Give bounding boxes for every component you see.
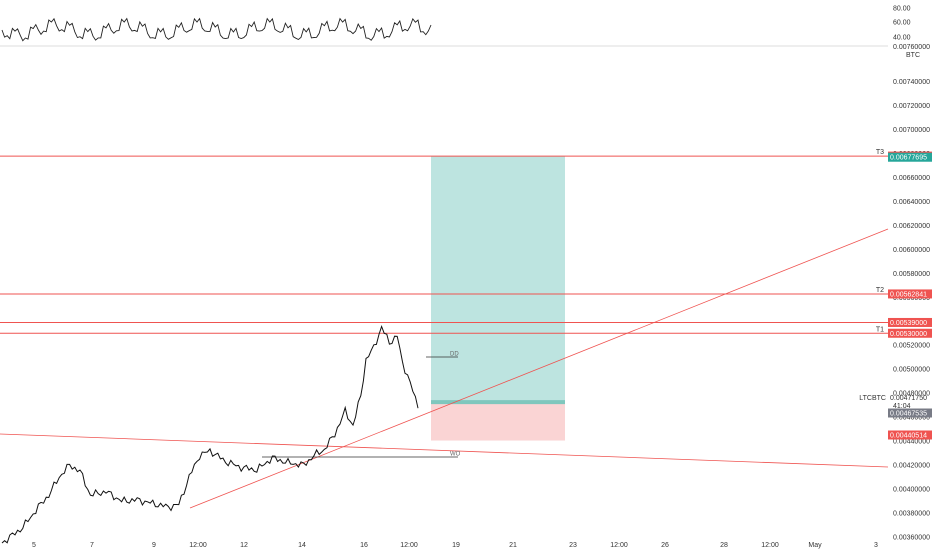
- price-series: [1, 325, 419, 544]
- level-label: T2: [876, 287, 884, 294]
- price-tick: 0.00480000: [893, 391, 930, 398]
- price-tick: 0.00520000: [893, 343, 930, 350]
- time-tick: 21: [509, 542, 517, 549]
- level-tag-bg: [888, 317, 932, 327]
- target-zone: [431, 156, 565, 404]
- price-tick: 0.00700000: [893, 127, 930, 134]
- time-tick: 14: [298, 542, 306, 549]
- time-tick: 9: [152, 542, 156, 549]
- level-tag: 0.00530000: [890, 331, 927, 338]
- time-tick: 12: [240, 542, 248, 549]
- indicator-line: [1, 17, 432, 42]
- price-tick: 0.00580000: [893, 271, 930, 278]
- level-tag: 0.00539000: [890, 320, 927, 327]
- time-tick: 12:00: [189, 542, 207, 549]
- time-tick: 12:00: [610, 542, 628, 549]
- level-label: T1: [876, 326, 884, 333]
- price-tick: 0.00460000: [893, 415, 930, 422]
- current-price-tag: 0.00467535: [890, 411, 927, 418]
- level-lines: T30.00677804T20.005628410.00539000T10.00…: [0, 149, 932, 338]
- level-tag-bg: [888, 328, 932, 338]
- indicator-tick: 60.00: [893, 20, 911, 27]
- time-tick: 12:00: [400, 542, 418, 549]
- stop-tag: 0.00440514: [890, 433, 927, 440]
- time-tick: 12:00: [761, 542, 779, 549]
- time-tick: 16: [360, 542, 368, 549]
- price-tick: 0.00440000: [893, 439, 930, 446]
- indicator-tick: 40.00: [893, 35, 911, 42]
- time-tick: 7: [90, 542, 94, 549]
- target-tag: 0.00677695: [890, 155, 927, 162]
- descending-trendline: [0, 433, 889, 468]
- symbol-label: LTCBTC: [859, 395, 886, 402]
- level-label: T3: [876, 149, 884, 156]
- dd-annotation: DD: [450, 352, 459, 358]
- time-tick: 3: [874, 542, 878, 549]
- entry-band: [431, 400, 565, 405]
- currency-label: BTC: [906, 52, 920, 59]
- price-tick: 0.00360000: [893, 535, 930, 542]
- price-tick: 0.00640000: [893, 199, 930, 206]
- entry-tag: 0.00471750: [890, 395, 927, 402]
- price-tick: 0.00420000: [893, 463, 930, 470]
- time-tick: 5: [32, 542, 36, 549]
- indicator-tick: 80.00: [893, 6, 911, 13]
- current-tag-bg: [888, 408, 932, 418]
- time-tick: 19: [452, 542, 460, 549]
- time-tick: May: [808, 542, 822, 549]
- countdown-label: 41:04: [893, 403, 911, 410]
- level-tag-bg: [888, 289, 932, 299]
- price-tick: 0.00720000: [893, 103, 930, 110]
- price-tick: 0.00400000: [893, 487, 930, 494]
- price-tick: 0.00500000: [893, 367, 930, 374]
- price-tick-partial: 0.00760000: [893, 44, 930, 51]
- stop-tag-bg: [888, 430, 932, 440]
- price-tick: 0.00600000: [893, 247, 930, 254]
- price-tick: 0.00660000: [893, 175, 930, 182]
- ascending-trendline: [189, 228, 889, 509]
- price-tick: 0.00740000: [893, 79, 930, 86]
- time-tick: 26: [661, 542, 669, 549]
- price-tick: 0.00380000: [893, 511, 930, 518]
- time-axis: 5 7 9 12:00 12 14 16 12:00 19 21 23 12:00 26 28 12:00 M…: [32, 542, 878, 549]
- level-tag: 0.00562841: [890, 291, 927, 298]
- time-tick: 23: [569, 542, 577, 549]
- time-tick: 28: [720, 542, 728, 549]
- indicator-axis: 80.00 60.00 40.00: [893, 6, 911, 42]
- wo-annotation: WO: [450, 452, 461, 458]
- price-tick: 0.00620000: [893, 223, 930, 230]
- target-tag-bg: [888, 152, 932, 162]
- stop-zone: [431, 403, 565, 441]
- price-tags: 0.00677695 LTCBTC 0.00471750 41:04 0.004…: [859, 152, 932, 440]
